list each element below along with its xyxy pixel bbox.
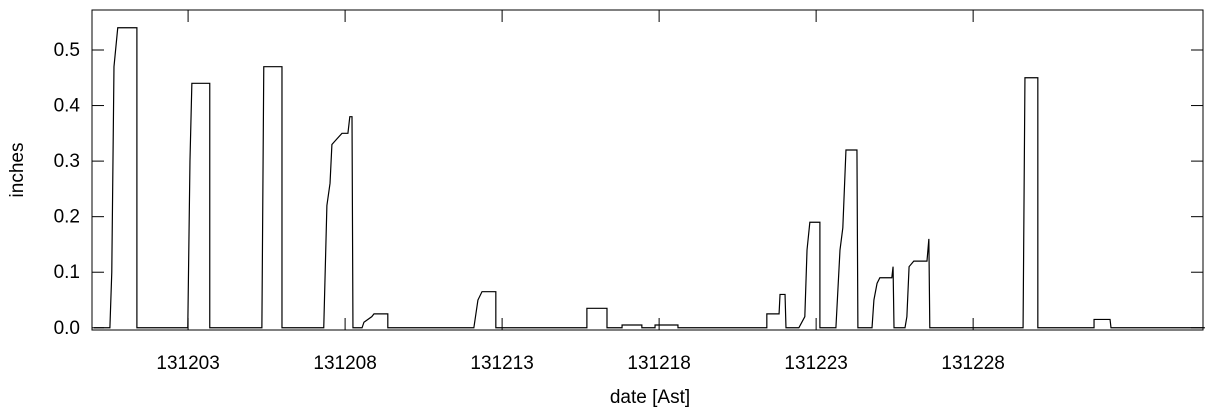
x-tick-label: 131228 (941, 353, 1004, 374)
x-tick-label: 131218 (627, 353, 690, 374)
y-tick-label: 0.3 (54, 151, 80, 172)
data-line (93, 27, 1205, 329)
x-tick-label: 131203 (156, 353, 219, 374)
y-tick-label: 0.4 (54, 96, 81, 117)
y-tick-label: 0.2 (54, 207, 80, 228)
x-tick-label: 131208 (313, 353, 376, 374)
y-tick-label: 0.1 (54, 262, 80, 283)
y-tick-label: 0.0 (54, 318, 80, 339)
y-tick-label: 0.5 (54, 40, 80, 61)
x-axis-label: date [Ast] (610, 387, 690, 408)
y-axis-label: inches (7, 143, 28, 198)
x-tick-label: 131223 (784, 353, 847, 374)
plot-frame (91, 9, 1204, 331)
x-tick-label: 131213 (470, 353, 533, 374)
